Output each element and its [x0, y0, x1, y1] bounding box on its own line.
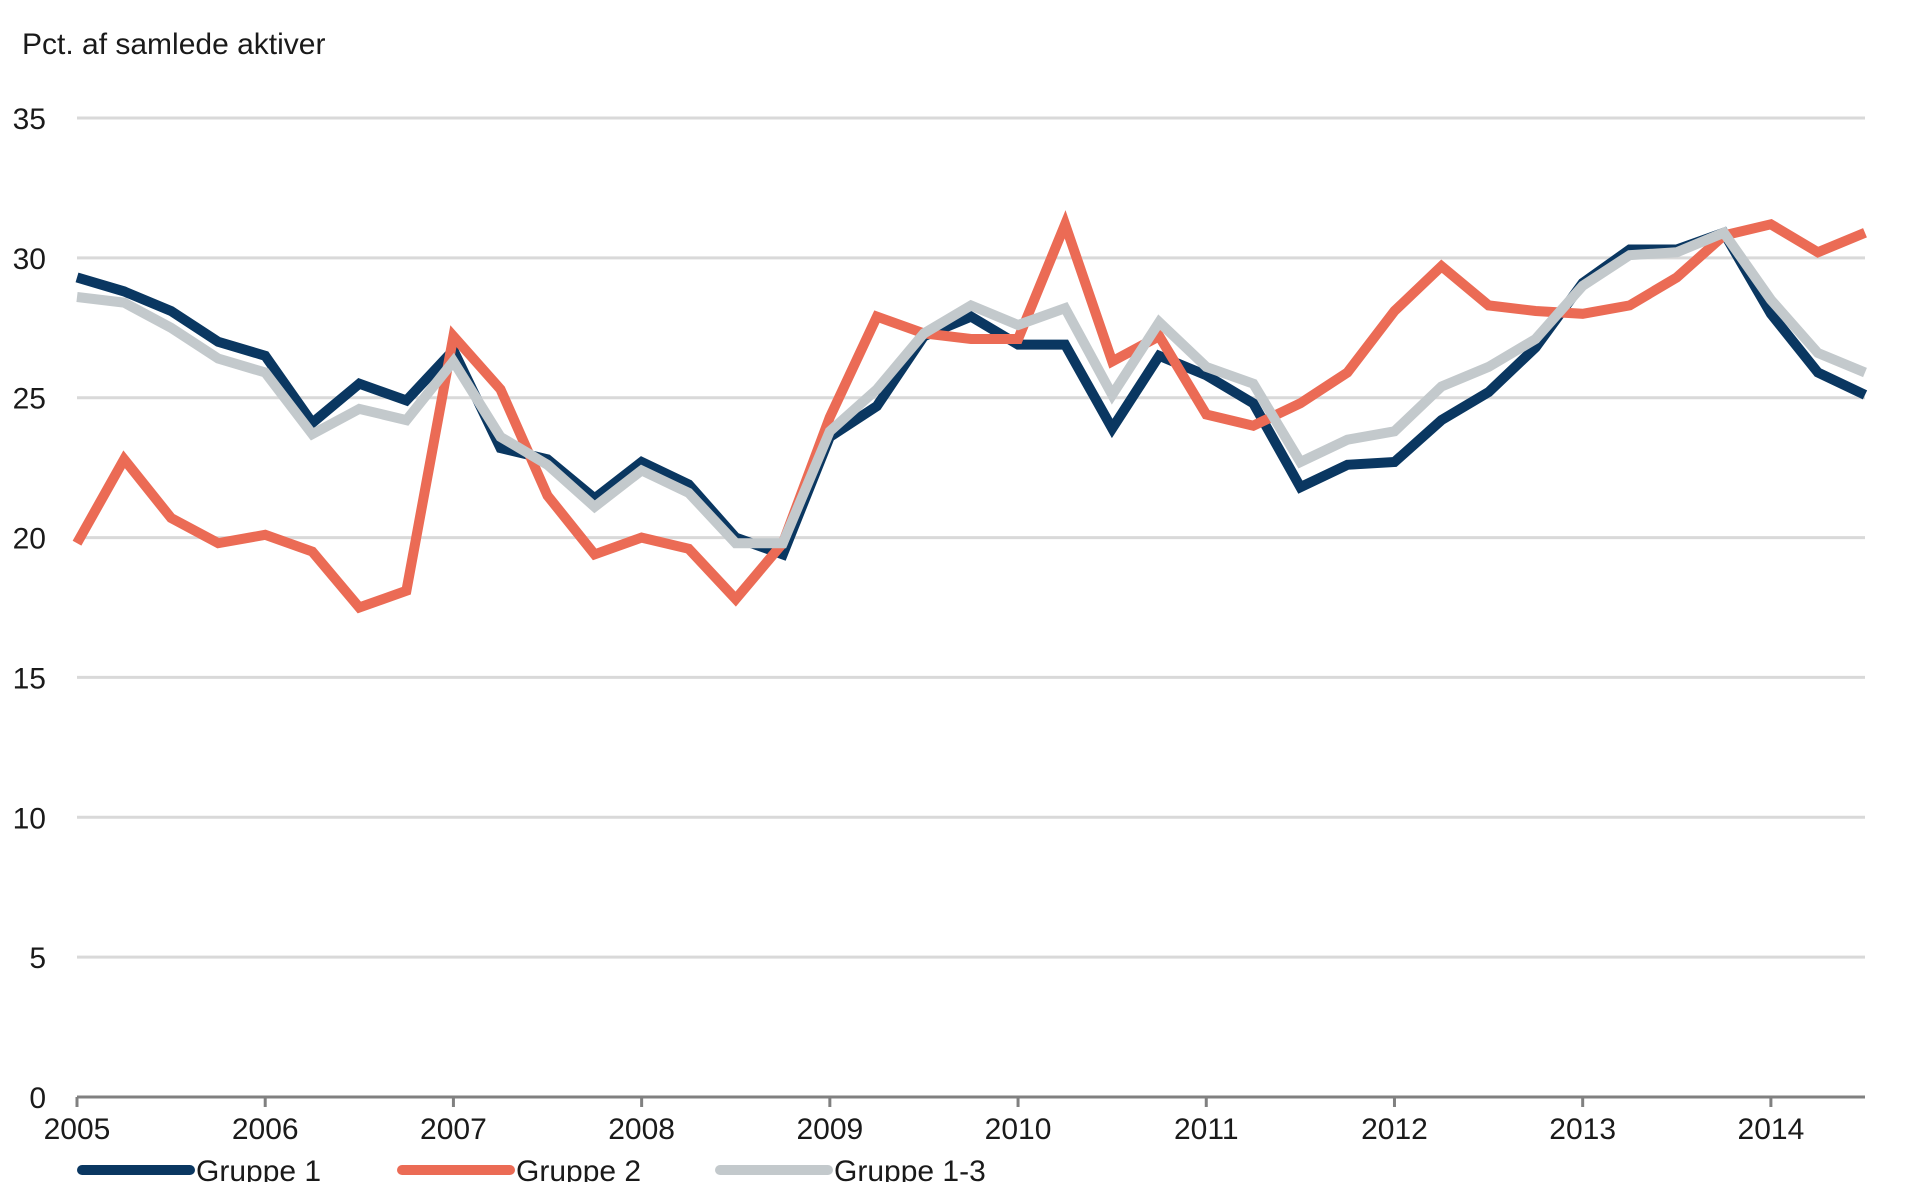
x-tick-label: 2013: [1549, 1113, 1616, 1146]
series-line-2: [72, 210, 1867, 614]
legend: Gruppe 1 Gruppe 2 Gruppe 1-3: [77, 1155, 986, 1182]
y-tick-label: 0: [29, 1082, 46, 1115]
y-tick-label: 35: [13, 103, 46, 136]
y-axis-title: Pct. af samlede aktiver: [22, 28, 325, 61]
x-axis: 2005 2006 2007 2008 2009 2010 2011 2012 2013 2014: [44, 1095, 1865, 1146]
series-lines: [72, 210, 1868, 614]
x-tick-label: 2010: [985, 1113, 1052, 1146]
y-tick-label: 20: [13, 523, 46, 556]
y-tick-label: 10: [13, 802, 46, 835]
gridlines: [77, 116, 1865, 959]
y-axis-ticks: 0 5 10 15 20 25 30 35: [13, 103, 46, 1115]
x-tick-label: 2012: [1361, 1113, 1428, 1146]
legend-label-2: Gruppe 2: [516, 1155, 641, 1182]
legend-label-3: Gruppe 1-3: [834, 1155, 986, 1182]
series-line-3: [76, 226, 1867, 549]
y-tick-label: 25: [13, 383, 46, 416]
x-tick-label: 2008: [608, 1113, 675, 1146]
y-tick-label: 15: [13, 662, 46, 695]
x-tick-label: 2006: [232, 1113, 299, 1146]
x-tick-label: 2005: [44, 1113, 111, 1146]
y-tick-label: 30: [13, 243, 46, 276]
x-tick-label: 2007: [420, 1113, 487, 1146]
legend-label-1: Gruppe 1: [196, 1155, 321, 1182]
y-tick-label: 5: [29, 942, 46, 975]
x-tick-label: 2011: [1174, 1113, 1239, 1146]
x-tick-label: 2014: [1738, 1113, 1805, 1146]
x-tick-label: 2009: [796, 1113, 863, 1146]
